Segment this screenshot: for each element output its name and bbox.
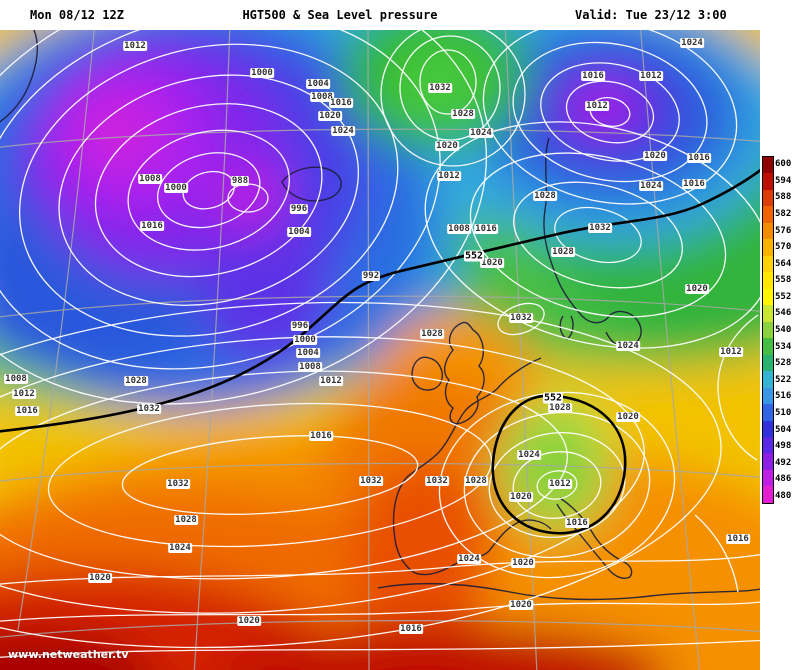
run-datetime: Mon 08/12 12Z bbox=[30, 8, 124, 22]
colorbar-value: 558 bbox=[775, 275, 792, 286]
coastline-greenland bbox=[0, 30, 39, 123]
colorbar-strip bbox=[762, 156, 774, 504]
colorbar-value: 546 bbox=[775, 308, 792, 319]
colorbar-value: 510 bbox=[775, 407, 792, 418]
colorbar-swatch bbox=[763, 338, 773, 355]
colorbar-swatch bbox=[763, 288, 773, 306]
coastline-iceland bbox=[281, 166, 342, 202]
colorbar-swatch bbox=[763, 371, 773, 388]
colorbar-swatch bbox=[763, 387, 773, 405]
colorbar-value: 516 bbox=[775, 391, 792, 402]
contour-552 bbox=[0, 168, 760, 535]
colorbar-swatch bbox=[763, 173, 773, 190]
watermark: www.netweather.tv bbox=[8, 648, 129, 661]
map-canvas bbox=[0, 30, 760, 670]
colorbar-swatch bbox=[763, 436, 773, 454]
colorbar-value: 486 bbox=[775, 474, 792, 485]
isobars-east-high bbox=[424, 121, 760, 349]
colorbar-swatch bbox=[763, 255, 773, 273]
height-field bbox=[0, 30, 760, 670]
colorbar-value: 480 bbox=[775, 490, 792, 501]
colorbar-swatch bbox=[763, 206, 773, 223]
colorbar-value: 576 bbox=[775, 225, 792, 236]
chart-title: HGT500 & Sea Level pressure bbox=[242, 8, 438, 22]
colorbar-value: 552 bbox=[775, 291, 792, 302]
colorbar-value: 582 bbox=[775, 209, 792, 220]
colorbar-value: 564 bbox=[775, 258, 792, 269]
colorbar-swatch bbox=[763, 354, 773, 372]
colorbar-swatch bbox=[763, 272, 773, 289]
colorbar-value: 492 bbox=[775, 457, 792, 468]
colorbar-value: 534 bbox=[775, 341, 792, 352]
colorbar-value: 528 bbox=[775, 358, 792, 369]
colorbar-swatch bbox=[763, 189, 773, 207]
colorbar-value: 570 bbox=[775, 242, 792, 253]
colorbar-value: 600 bbox=[775, 159, 792, 170]
colorbar-swatch bbox=[763, 420, 773, 437]
colorbar-swatch bbox=[763, 486, 773, 503]
colorbar-swatch bbox=[763, 469, 773, 487]
colorbar-value: 522 bbox=[775, 374, 792, 385]
isobars-azores-high bbox=[0, 301, 722, 649]
graticule bbox=[0, 30, 760, 670]
colorbar-swatch bbox=[763, 404, 773, 421]
colorbar-swatch bbox=[763, 239, 773, 256]
isobars-nw-low bbox=[0, 30, 488, 405]
height-colorbar: 600 594 588 582 576 570 564 558 552 546 540 534 528 5… bbox=[762, 156, 791, 504]
coastline-uk bbox=[443, 321, 485, 425]
colorbar-swatch bbox=[763, 321, 773, 339]
valid-datetime: Valid: Tue 23/12 3:00 bbox=[575, 8, 727, 22]
colorbar-value: 498 bbox=[775, 441, 792, 452]
colorbar-value: 504 bbox=[775, 424, 792, 435]
colorbar-values: 600 594 588 582 576 570 564 558 552 546 540 534 528 5… bbox=[775, 156, 791, 504]
colorbar-swatch bbox=[763, 157, 773, 174]
colorbar-swatch bbox=[763, 453, 773, 470]
isobars-ne-low bbox=[482, 30, 738, 205]
colorbar-value: 540 bbox=[775, 325, 792, 336]
isobars bbox=[0, 30, 760, 658]
colorbar-value: 588 bbox=[775, 192, 792, 203]
colorbar-swatch bbox=[763, 305, 773, 322]
map-svg bbox=[0, 30, 760, 670]
colorbar-value: 594 bbox=[775, 175, 792, 186]
coastline-africa bbox=[377, 582, 760, 601]
header-bar: Mon 08/12 12Z HGT500 & Sea Level pressur… bbox=[0, 0, 800, 30]
isobars-top-high bbox=[380, 30, 526, 167]
colorbar-swatch bbox=[763, 222, 773, 240]
